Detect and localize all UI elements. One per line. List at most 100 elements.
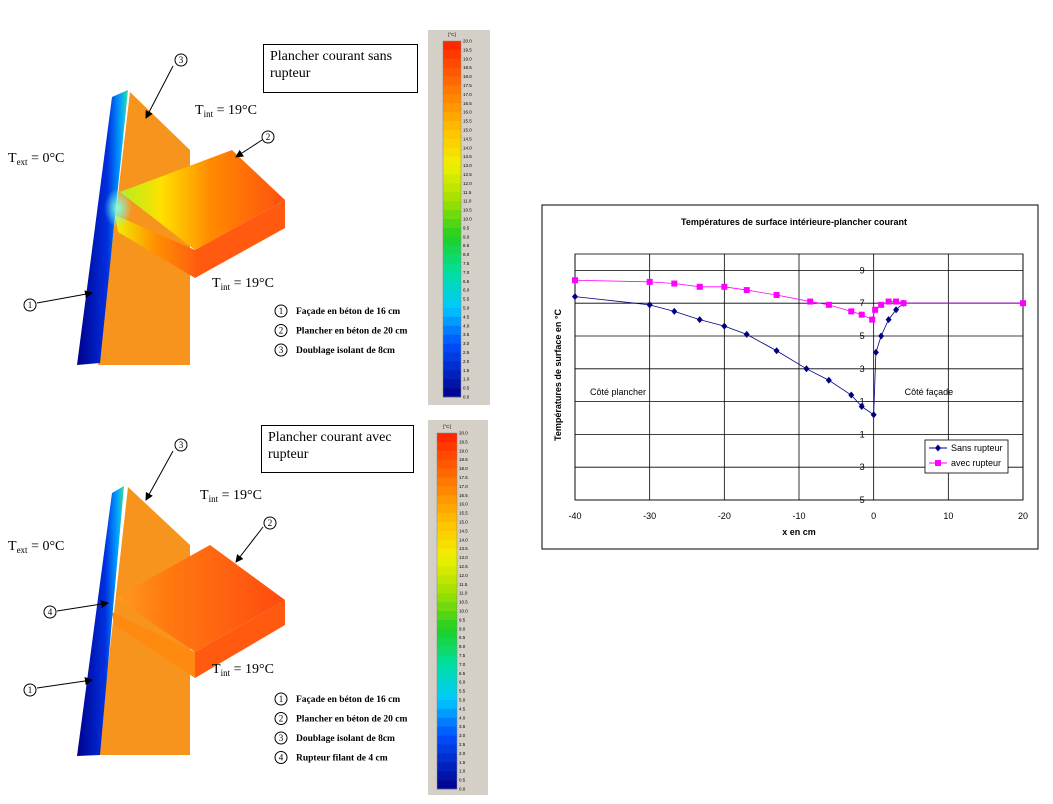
colorbar-label: 20.0	[463, 39, 472, 44]
colorbar-cell	[443, 308, 461, 318]
colorbar-label: 16.5	[459, 493, 468, 498]
colorbar-cell	[443, 370, 461, 380]
legend-text: Plancher en béton de 20 cm	[296, 327, 408, 337]
t-int: Tint = 19°C	[195, 103, 257, 119]
callout	[235, 526, 264, 563]
marker	[646, 278, 653, 285]
legend-text: Façade en béton de 16 cm	[296, 307, 400, 317]
colorbar-cell	[443, 236, 461, 246]
colorbar-label: 4.0	[459, 715, 466, 720]
colorbar-label: 1.5	[463, 368, 470, 373]
subscript: int	[204, 109, 214, 119]
callout-circle	[174, 53, 188, 67]
colorbar-label: 10.5	[463, 208, 472, 213]
y-tick-label: 3	[860, 462, 865, 472]
marker	[878, 301, 885, 308]
colorbar-cell	[443, 76, 461, 86]
colorbar-label: 17.0	[459, 484, 468, 489]
diagram-2: 3 2 4 1 Text = 0°C Tint = 19°C Tint = 19…	[8, 420, 488, 795]
marker	[671, 280, 678, 287]
colorbar-label: 6.5	[459, 671, 466, 676]
colorbar-border	[442, 40, 462, 398]
colorbar-label: 5.5	[463, 297, 470, 302]
colorbar-label: 17.0	[463, 92, 472, 97]
slab-side	[195, 200, 285, 278]
colorbar-label: 17.5	[459, 475, 468, 480]
colorbar-label: 15.5	[459, 511, 468, 516]
colorbar-cell	[443, 299, 461, 309]
colorbar-cell	[443, 245, 461, 255]
colorbar-label: 11.5	[463, 190, 472, 195]
colorbar-cell	[443, 219, 461, 229]
colorbar-label: 5.5	[459, 689, 466, 694]
callout	[36, 677, 93, 689]
legend-text: Plancher en béton de 20 cm	[296, 715, 408, 725]
symbol: T	[195, 103, 204, 118]
colorbar-label: 8.5	[459, 635, 466, 640]
colorbar-cell	[437, 771, 457, 781]
y-tick-label: 1	[860, 429, 865, 439]
colorbar-label: 14.5	[463, 136, 472, 141]
y-tick-label: 5	[860, 495, 865, 505]
marker	[572, 277, 578, 284]
colorbar-label: 2.0	[459, 751, 466, 756]
colorbar-label: 2.0	[463, 359, 470, 364]
marker	[721, 283, 728, 290]
y-tick-label: 1	[860, 397, 865, 407]
legend-circle	[274, 304, 288, 318]
colorbar-label: 16.0	[463, 110, 472, 115]
colorbar-unit: [°C]	[443, 424, 451, 429]
colorbar-label: 12.0	[463, 181, 472, 186]
colorbar-cell	[443, 281, 461, 291]
colorbar-cell	[443, 49, 461, 60]
colorbar-cell	[443, 325, 461, 335]
legend-text: Façade en béton de 16 cm	[296, 695, 400, 705]
colorbar-cell	[443, 254, 461, 264]
colorbar-cell	[437, 575, 457, 585]
colorbar-cell	[437, 673, 457, 683]
x-tick-label: -40	[568, 511, 581, 521]
y-tick-label: 9	[860, 265, 865, 275]
callout	[145, 65, 174, 119]
colorbar-cell	[443, 361, 461, 371]
colorbar-cell	[437, 744, 457, 754]
slab-top	[115, 545, 285, 652]
marker	[572, 293, 578, 301]
callout-circle	[23, 298, 37, 312]
colorbar-label: 19.5	[459, 439, 468, 444]
legend-number: 3	[279, 733, 284, 743]
callout-number: 3	[179, 440, 184, 450]
value: = 0°C	[28, 539, 65, 554]
legend-number: 2	[279, 326, 284, 336]
marker	[721, 322, 728, 330]
colorbar-label: 8.0	[459, 644, 466, 649]
colorbar-label: 16.5	[463, 101, 472, 106]
callout-circle	[261, 130, 275, 144]
colorbar-cell	[443, 147, 461, 157]
colorbar-label: 9.5	[459, 617, 466, 622]
colorbar-cell	[443, 138, 461, 149]
colorbar-label: 12.0	[459, 573, 468, 578]
colorbar-label: 10.5	[459, 600, 468, 605]
marker	[743, 287, 750, 294]
colorbar-cell	[443, 85, 461, 95]
colorbar-label: 4.0	[463, 323, 470, 328]
colorbar-cell	[443, 130, 461, 140]
legend-number: 1	[279, 694, 284, 704]
callout-number: 3	[179, 55, 184, 65]
colorbar-label: 0.0	[463, 395, 470, 400]
x-axis-label: x en cm	[782, 527, 816, 537]
y-tick-label: 5	[860, 331, 865, 341]
colorbar-cell	[437, 637, 457, 647]
colorbar-cell	[437, 441, 457, 452]
symbol: T	[212, 662, 221, 677]
legend-circle	[274, 751, 288, 764]
colorbar-cell	[437, 495, 457, 505]
legend-number: 2	[279, 714, 284, 724]
colorbar-label: 8.5	[463, 243, 470, 248]
colorbar-label: 8.0	[463, 252, 470, 257]
callout	[36, 290, 93, 304]
colorbar-cell	[437, 619, 457, 630]
colorbar-cell	[443, 272, 461, 282]
colorbar-label: 2.5	[463, 350, 470, 355]
